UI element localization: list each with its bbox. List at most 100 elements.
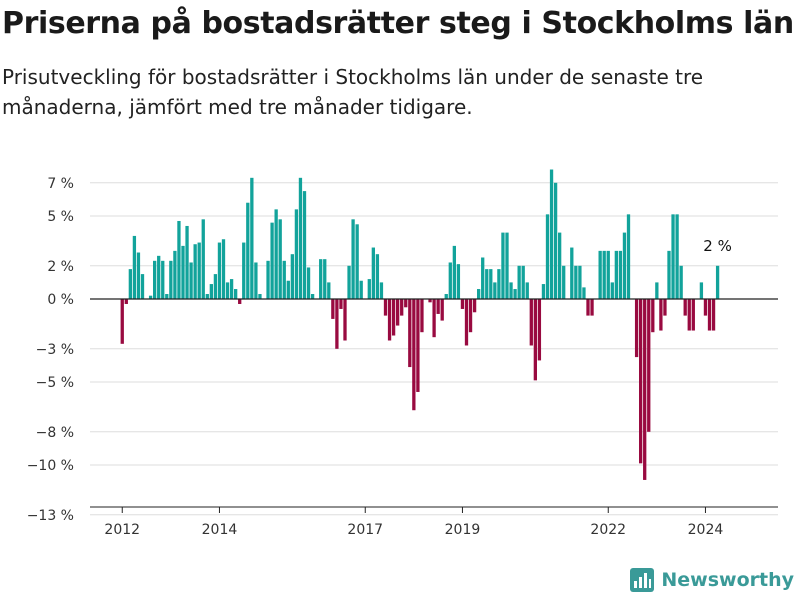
y-tick-label: −13 % (27, 508, 74, 524)
bar (533, 299, 537, 381)
bar (217, 242, 222, 299)
bar (302, 191, 307, 299)
bar (250, 177, 254, 299)
x-axis: 2012 2014 2017 2019 2022 2024 (90, 506, 778, 538)
bar (444, 294, 448, 299)
bar (570, 247, 574, 299)
bar (396, 299, 400, 326)
bar (161, 260, 165, 299)
y-tick-label: −8 % (36, 425, 74, 441)
bars (120, 169, 720, 480)
y-tick-label: 5 % (47, 209, 74, 225)
bar (193, 244, 197, 299)
bar (408, 299, 412, 368)
y-axis-labels: 7 % 5 % 2 % 0 % −3 % −5 % −8 % −10 % −13 % (27, 176, 74, 524)
bar (310, 294, 315, 299)
bar (618, 250, 623, 299)
bar (420, 299, 424, 333)
bar (416, 299, 420, 392)
x-tick-label: 2012 (104, 522, 140, 538)
bar (448, 262, 452, 299)
bar (148, 295, 153, 299)
bar (622, 232, 627, 299)
bar (238, 299, 242, 304)
bar (639, 299, 643, 464)
bar (197, 242, 201, 299)
bar (274, 209, 278, 299)
bar (359, 280, 363, 299)
bar (663, 299, 667, 316)
bar (456, 264, 461, 299)
bar (574, 265, 578, 299)
bar (582, 287, 586, 299)
bar (400, 299, 404, 316)
bar (335, 299, 339, 349)
bar (391, 299, 396, 336)
brand-name: Newsworthy (661, 569, 794, 591)
bar (472, 299, 477, 313)
bar (120, 299, 124, 344)
bar (128, 269, 132, 299)
bar (254, 262, 258, 299)
bar (562, 265, 566, 299)
bar (707, 299, 712, 331)
x-tick-label: 2022 (590, 522, 626, 538)
bar (173, 250, 177, 299)
bar (651, 299, 655, 333)
bar (165, 294, 169, 299)
bar (319, 259, 323, 299)
bar (525, 282, 529, 299)
bar (124, 299, 128, 304)
bar (225, 282, 230, 299)
y-tick-label: −5 % (36, 375, 74, 391)
bar (209, 284, 213, 299)
bar (234, 289, 238, 299)
bar (205, 294, 209, 299)
y-tick-label: 7 % (47, 176, 74, 192)
bar (541, 284, 546, 299)
bar (177, 220, 181, 299)
bar (513, 289, 517, 299)
bar (246, 202, 250, 299)
x-tick-label: 2024 (688, 522, 724, 538)
bar (294, 209, 299, 299)
bar (558, 232, 562, 299)
bar (347, 265, 351, 299)
bar (481, 257, 485, 299)
bar (549, 169, 554, 299)
bar (440, 299, 444, 321)
bar (464, 299, 469, 346)
bar (323, 259, 327, 299)
bar (306, 267, 311, 299)
bar (383, 299, 388, 316)
bar (201, 219, 205, 299)
bar (140, 274, 145, 299)
bar (428, 299, 432, 303)
bar (371, 247, 375, 299)
y-tick-label: 2 % (47, 259, 74, 275)
bar (655, 282, 659, 299)
x-tick-label: 2019 (445, 522, 481, 538)
bar (189, 262, 193, 299)
x-tick-label: 2017 (347, 522, 383, 538)
bar (643, 299, 647, 480)
bar (675, 214, 679, 299)
bar (586, 299, 590, 316)
bar (339, 299, 343, 309)
bar (266, 260, 270, 299)
bar (404, 299, 408, 308)
bar (537, 299, 542, 361)
bar (659, 299, 663, 331)
y-tick-label: −3 % (36, 342, 74, 358)
bar (489, 269, 493, 299)
bar (169, 260, 173, 299)
y-tick-label: −10 % (27, 458, 74, 474)
bar (545, 214, 550, 299)
x-tick-label: 2014 (202, 522, 238, 538)
bar (355, 224, 359, 299)
bar (578, 265, 582, 299)
bar (468, 299, 473, 333)
bar (136, 252, 141, 299)
bar (521, 265, 525, 299)
bar (699, 282, 704, 299)
